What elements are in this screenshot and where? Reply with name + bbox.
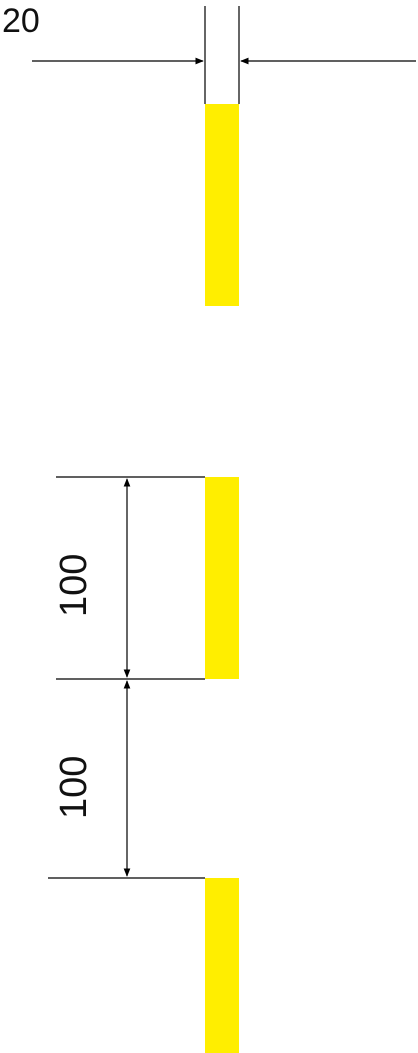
gap-dimension: 100 — [48, 680, 205, 879]
marking-segment-3 — [205, 878, 239, 1053]
width-dimension: 20 — [2, 2, 416, 104]
marking-segment-2 — [205, 477, 239, 679]
segment-length-dimension: 100 — [53, 476, 205, 680]
marking-segment-1 — [205, 104, 239, 306]
segment-length-label: 100 — [53, 554, 95, 617]
width-label: 20 — [2, 2, 40, 40]
gap-label: 100 — [53, 756, 95, 819]
